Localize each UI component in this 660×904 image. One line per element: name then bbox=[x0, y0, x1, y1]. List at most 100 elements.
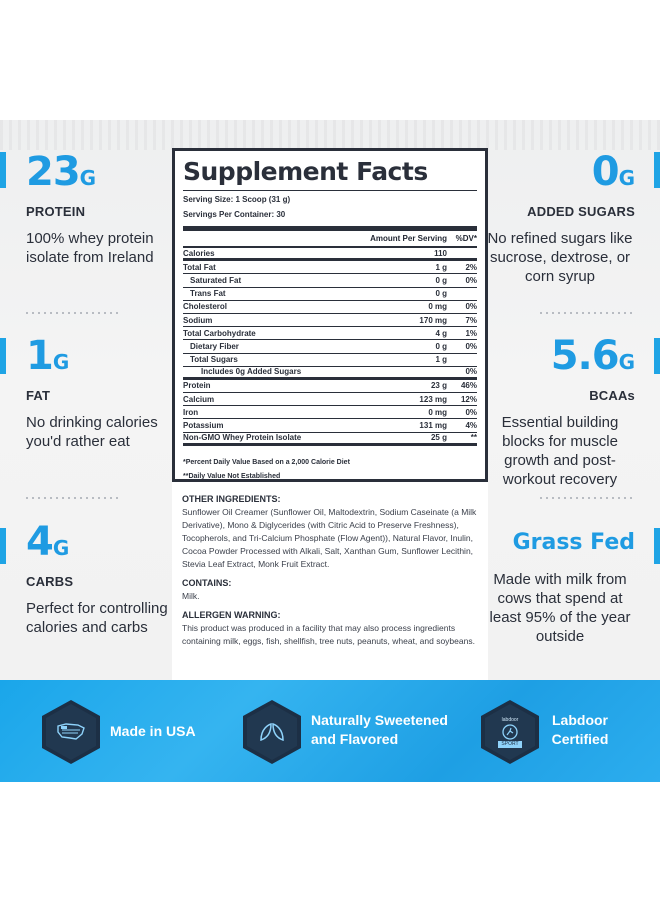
facts-row: Dietary Fiber 0 g 0% bbox=[183, 340, 477, 354]
accent-bar bbox=[0, 152, 6, 188]
features-band: Made in USA Naturally Sweetened and Flav… bbox=[0, 680, 660, 782]
nutrient-name: Total Sugars bbox=[190, 355, 238, 365]
labdoor-certified-text: Labdoor Certified bbox=[550, 711, 610, 749]
natural-badge bbox=[243, 700, 301, 764]
labdoor-badge-inner: labdoor SPORT bbox=[485, 704, 535, 760]
labdoor-sport-badge: SPORT bbox=[498, 740, 522, 748]
grunge-texture bbox=[0, 120, 660, 150]
nutrient-name: Trans Fat bbox=[190, 289, 226, 299]
bcaas-value: 5.6G bbox=[550, 333, 635, 379]
nutrient-dv: 0% bbox=[465, 302, 477, 312]
accent-bar bbox=[0, 528, 6, 564]
usa-badge-inner bbox=[46, 704, 96, 760]
nutrient-name: Protein bbox=[183, 381, 211, 391]
nutrient-name: Total Fat bbox=[183, 262, 216, 272]
allergen-heading: ALLERGEN WARNING: bbox=[182, 610, 281, 620]
nutrient-amount: 0 mg bbox=[428, 407, 447, 417]
nutrient-name: Calories bbox=[183, 248, 215, 258]
facts-row: Trans Fat 0 g bbox=[183, 288, 477, 301]
nutrient-name: Includes 0g Added Sugars bbox=[201, 367, 302, 377]
carbs-value: 4G bbox=[26, 519, 70, 565]
facts-row: Total Sugars 1 g bbox=[183, 354, 477, 367]
servings-per-container: Servings Per Container: 30 bbox=[183, 210, 286, 219]
allergen-text: This product was produced in a facility … bbox=[182, 623, 475, 646]
accent-bar bbox=[0, 338, 6, 374]
facts-row: Non-GMO Whey Protein Isolate 25 g ** bbox=[183, 433, 477, 446]
facts-row: Sodium 170 mg 7% bbox=[183, 314, 477, 328]
accent-bar bbox=[654, 338, 660, 374]
runner-icon bbox=[502, 723, 518, 740]
usa-badge bbox=[42, 700, 100, 764]
facts-row: Total Fat 1 g 2% bbox=[183, 261, 477, 275]
nutrient-amount: 110 bbox=[434, 248, 447, 258]
facts-row: Saturated Fat 0 g 0% bbox=[183, 274, 477, 288]
protein-stat: 23G PROTEIN 100% whey protein isolate fr… bbox=[26, 150, 176, 267]
nutrient-amount: 23 g bbox=[430, 381, 447, 391]
nutrient-name: Cholesterol bbox=[183, 302, 228, 312]
divider-dots bbox=[540, 312, 636, 314]
facts-row: Total Carbohydrate 4 g 1% bbox=[183, 327, 477, 341]
bcaas-stat: 5.6G BCAAs Essential building blocks for… bbox=[485, 334, 635, 489]
footnote-dv: *Percent Daily Value Based on a 2,000 Ca… bbox=[183, 458, 350, 466]
facts-row: Calcium 123 mg 12% bbox=[183, 393, 477, 407]
facts-footnote: *Percent Daily Value Based on a 2,000 Ca… bbox=[183, 456, 477, 484]
nutrient-amount: 170 mg bbox=[419, 315, 447, 325]
naturally-sweetened-line2: and Flavored bbox=[311, 731, 399, 747]
carbs-stat: 4G CARBS Perfect for controlling calorie… bbox=[26, 520, 176, 637]
nutrient-dv: 4% bbox=[465, 421, 477, 431]
nutrient-amount: 0 g bbox=[435, 289, 447, 299]
nutrient-amount: 0 mg bbox=[428, 302, 447, 312]
divider-dots bbox=[540, 497, 636, 499]
nutrient-amount: 131 mg bbox=[419, 421, 447, 431]
labdoor-line1: Labdoor bbox=[552, 712, 608, 728]
carbs-label: CARBS bbox=[26, 574, 74, 589]
fat-label: FAT bbox=[26, 388, 51, 403]
facts-row: Protein 23 g 46% bbox=[183, 380, 477, 394]
nutrient-amount: 1 g bbox=[435, 262, 447, 272]
naturally-sweetened-line1: Naturally Sweetened bbox=[311, 712, 448, 728]
divider-dots bbox=[26, 497, 122, 499]
grass-fed-stat: Grass Fed Made with milk from cows that … bbox=[485, 528, 635, 646]
nutrient-amount: 4 g bbox=[435, 328, 447, 338]
divider-dots bbox=[26, 312, 122, 314]
added-sugars-value: 0G bbox=[591, 149, 635, 195]
supplement-facts-panel: Supplement Facts Serving Size: 1 Scoop (… bbox=[172, 148, 488, 482]
nutrient-amount: 0 g bbox=[435, 275, 447, 285]
nutrient-name: Saturated Fat bbox=[190, 275, 242, 285]
contains-text: Milk. bbox=[182, 591, 200, 601]
nutrient-name: Iron bbox=[183, 407, 199, 417]
nutrient-dv: 7% bbox=[465, 315, 477, 325]
bcaas-desc: Essential building blocks for muscle gro… bbox=[501, 414, 619, 488]
added-sugars-label: ADDED SUGARS bbox=[527, 204, 635, 219]
made-in-usa-text: Made in USA bbox=[110, 723, 196, 739]
nutrient-amount: 0 g bbox=[435, 341, 447, 351]
fat-value: 1G bbox=[26, 333, 70, 379]
usa-flag-icon bbox=[57, 723, 85, 740]
other-ingredients-text: Sunflower Oil Creamer (Sunflower Oil, Ma… bbox=[182, 507, 477, 569]
nutrient-dv: 0% bbox=[465, 341, 477, 351]
nutrient-amount: 123 mg bbox=[419, 394, 447, 404]
nutrient-name: Sodium bbox=[183, 315, 213, 325]
facts-row: Potassium 131 mg 4% bbox=[183, 419, 477, 433]
nutrient-amount: 25 g bbox=[430, 433, 447, 443]
dv-header: %DV* bbox=[455, 234, 477, 243]
nutrient-name: Potassium bbox=[183, 421, 224, 431]
fat-desc: No drinking calories you'd rather eat bbox=[26, 414, 158, 450]
nutrient-dv: 46% bbox=[460, 381, 477, 391]
natural-badge-inner bbox=[247, 704, 297, 760]
ingredients-panel: OTHER INGREDIENTS: Sunflower Oil Creamer… bbox=[172, 482, 488, 680]
labdoor-badge: labdoor SPORT bbox=[481, 700, 539, 764]
nutrient-dv: 12% bbox=[460, 394, 477, 404]
labdoor-logo-text: labdoor bbox=[501, 716, 519, 723]
supplement-facts-title: Supplement Facts bbox=[183, 157, 477, 191]
nutrient-name: Calcium bbox=[183, 394, 215, 404]
nutrient-dv: 2% bbox=[465, 262, 477, 272]
naturally-sweetened-text: Naturally Sweetened and Flavored bbox=[311, 711, 448, 749]
protein-label: PROTEIN bbox=[26, 204, 86, 219]
carbs-desc: Perfect for controlling calories and car… bbox=[26, 600, 168, 636]
nutrient-dv: ** bbox=[470, 433, 477, 443]
facts-row: Calories 110 bbox=[183, 248, 477, 262]
facts-header: Amount Per Serving %DV* bbox=[183, 226, 477, 248]
bcaas-label: BCAAs bbox=[589, 388, 635, 403]
added-sugars-desc: No refined sugars like sucrose, dextrose… bbox=[487, 230, 633, 285]
